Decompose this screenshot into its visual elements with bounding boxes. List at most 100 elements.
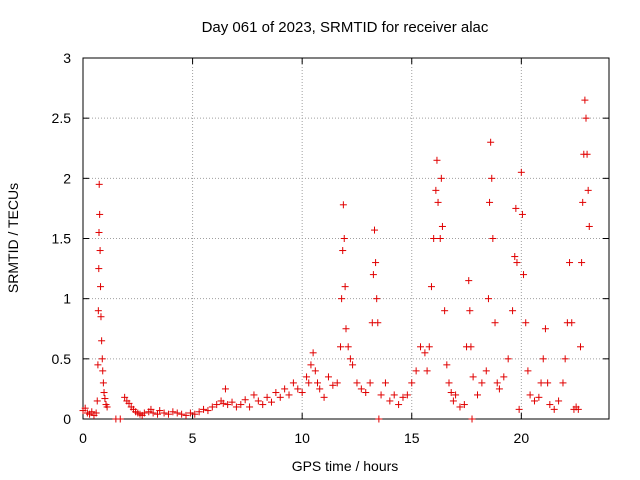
data-point: [377, 391, 385, 399]
data-point: [99, 379, 107, 387]
data-point: [340, 235, 348, 242]
data-point: [437, 174, 445, 182]
data-point: [259, 401, 267, 409]
data-point: [305, 379, 313, 387]
data-point: [96, 210, 104, 218]
data-point: [491, 319, 499, 327]
data-point: [246, 403, 254, 411]
data-point: [526, 391, 534, 399]
data-point: [337, 343, 345, 351]
data-point: [375, 415, 383, 423]
data-point: [582, 114, 590, 122]
y-tick-label: 3: [63, 50, 71, 66]
data-point: [436, 235, 444, 242]
x-tick-label: 15: [404, 430, 420, 446]
y-axis-label: SRMTID / TECUs: [5, 183, 21, 293]
data-point: [579, 198, 587, 206]
data-point: [320, 393, 328, 401]
data-point: [513, 259, 521, 267]
y-tick-label: 1.5: [52, 231, 72, 247]
data-point: [186, 409, 194, 417]
data-point: [408, 379, 416, 387]
data-point: [423, 367, 431, 375]
data-point: [395, 401, 403, 409]
data-point: [474, 391, 481, 399]
data-point: [267, 398, 275, 406]
data-point: [390, 391, 398, 399]
data-point: [412, 367, 420, 375]
data-point: [482, 367, 490, 375]
data-point: [362, 389, 370, 397]
data-point: [333, 379, 341, 387]
data-point: [500, 373, 508, 381]
y-tick-label: 0: [63, 411, 71, 427]
data-point: [460, 401, 468, 409]
x-tick-label: 20: [514, 430, 530, 446]
data-point: [504, 355, 512, 363]
data-point: [341, 283, 349, 291]
data-point: [561, 355, 569, 363]
data-point: [329, 381, 337, 389]
data-point: [515, 405, 523, 413]
data-point: [213, 401, 221, 409]
data-point: [555, 397, 563, 405]
data-point: [517, 168, 525, 176]
data-point: [311, 367, 319, 375]
data-point: [103, 403, 111, 411]
chart-title: Day 061 of 2023, SRMTID for receiver ala…: [202, 19, 489, 36]
data-point: [93, 397, 101, 405]
data-point: [441, 307, 449, 315]
data-point: [518, 210, 526, 218]
data-point: [568, 319, 576, 327]
data-point: [98, 337, 106, 345]
data-point: [535, 393, 543, 401]
data-point: [430, 235, 438, 242]
data-point: [495, 385, 503, 393]
data-point: [434, 198, 442, 206]
data-point: [488, 174, 496, 182]
data-point: [445, 379, 453, 387]
data-point: [374, 319, 382, 327]
data-point: [342, 325, 350, 333]
data-point: [224, 401, 232, 409]
data-point: [478, 379, 486, 387]
data-point: [449, 397, 457, 405]
data-point: [338, 295, 346, 303]
data-point: [285, 391, 293, 399]
data-point: [204, 407, 212, 415]
data-point: [468, 415, 476, 423]
data-point: [88, 408, 96, 416]
data-point: [544, 379, 552, 387]
data-point: [254, 397, 262, 405]
data-point: [366, 379, 374, 387]
axis-ticks: 0 5 10 15 20 0 0.5 1 1.5 2 2.5 3: [52, 50, 609, 446]
data-point: [164, 410, 172, 418]
data-point: [541, 325, 549, 333]
data-point: [208, 403, 216, 411]
data-point: [182, 411, 190, 419]
data-point: [466, 307, 474, 315]
data-point: [417, 343, 425, 351]
data-point: [263, 393, 271, 401]
y-tick-label: 1: [63, 291, 71, 307]
data-point: [578, 259, 586, 267]
data-point: [403, 391, 411, 399]
data-point: [524, 367, 532, 375]
data-point: [97, 313, 105, 321]
data-point: [447, 389, 455, 397]
data-point: [98, 355, 106, 363]
data-point: [219, 399, 227, 407]
data-point: [95, 265, 103, 273]
x-tick-label: 5: [189, 430, 197, 446]
data-point: [346, 355, 354, 363]
data-point: [372, 259, 380, 267]
data-point: [276, 393, 284, 401]
data-point: [116, 415, 124, 423]
data-point: [178, 410, 186, 418]
data-point: [425, 343, 433, 351]
data-point: [92, 409, 100, 417]
data-point: [81, 404, 89, 412]
data-point: [467, 343, 475, 351]
data-point: [443, 361, 451, 369]
